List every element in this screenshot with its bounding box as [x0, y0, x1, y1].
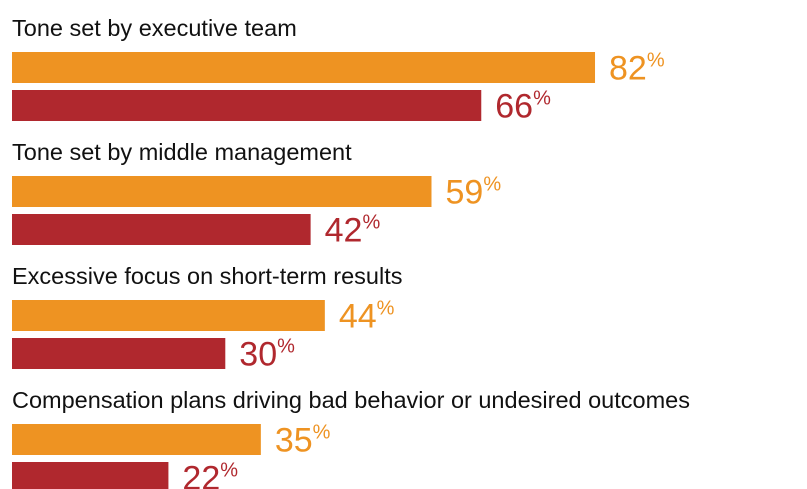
category-label: Excessive focus on short-term results	[12, 263, 403, 289]
value-label: 59%	[445, 173, 501, 211]
bar	[12, 214, 311, 245]
bar	[12, 462, 169, 489]
value-label: 44%	[339, 297, 395, 335]
bar	[12, 90, 482, 121]
bar	[12, 300, 325, 331]
value-label: 22%	[182, 459, 238, 489]
value-label: 35%	[275, 421, 331, 459]
value-label: 66%	[495, 87, 551, 125]
bar	[12, 176, 432, 207]
category-label: Compensation plans driving bad behavior …	[12, 387, 690, 413]
category-label: Tone set by executive team	[12, 15, 297, 41]
bar	[12, 338, 226, 369]
value-label: 82%	[609, 49, 665, 87]
category-label: Tone set by middle management	[12, 139, 352, 165]
value-label: 42%	[325, 211, 381, 249]
bar	[12, 424, 261, 455]
value-label: 30%	[239, 335, 295, 373]
bar	[12, 52, 596, 83]
